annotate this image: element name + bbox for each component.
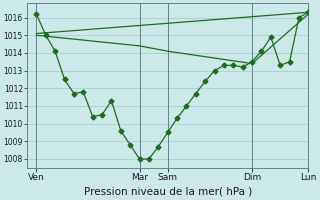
X-axis label: Pression niveau de la mer( hPa ): Pression niveau de la mer( hPa ) — [84, 187, 252, 197]
